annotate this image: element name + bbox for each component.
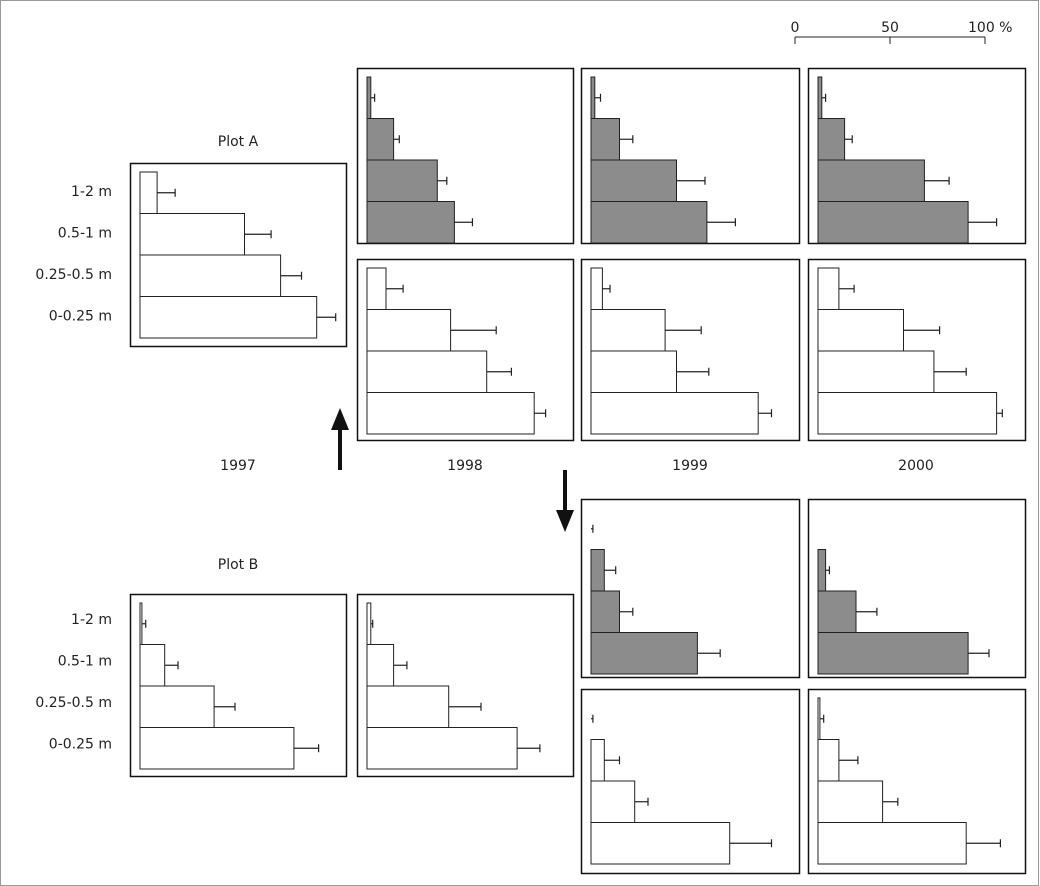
bar xyxy=(817,780,884,823)
bar xyxy=(817,201,969,244)
bar xyxy=(590,632,698,675)
bar xyxy=(366,392,535,435)
plot-label: Plot A xyxy=(218,134,259,150)
bar xyxy=(139,171,158,214)
row-label: 0.5-1 m xyxy=(58,226,112,242)
panel xyxy=(129,593,348,778)
row-label: 1-2 m xyxy=(71,612,112,628)
bar xyxy=(590,118,620,161)
bar xyxy=(590,159,677,202)
bar xyxy=(139,644,166,687)
panel xyxy=(580,688,801,875)
row-label: 0-0.25 m xyxy=(49,309,112,325)
row-label: 0.25-0.5 m xyxy=(35,267,112,283)
scale-tick-label: 50 xyxy=(881,20,899,36)
bar xyxy=(817,309,904,352)
bar xyxy=(590,739,605,782)
bar xyxy=(139,254,282,297)
bar xyxy=(817,822,967,865)
panel xyxy=(807,688,1027,875)
bar xyxy=(590,780,636,823)
year-label: 1998 xyxy=(447,458,483,474)
bar xyxy=(590,392,759,435)
bar xyxy=(590,309,666,352)
bar xyxy=(366,201,455,244)
row-label: 1-2 m xyxy=(71,184,112,200)
bar xyxy=(817,392,998,435)
plot-label: Plot B xyxy=(218,557,258,573)
bar xyxy=(817,350,935,393)
bar xyxy=(366,685,450,728)
scale-tick-label: 0 xyxy=(791,20,800,36)
bar xyxy=(817,76,823,119)
bar xyxy=(590,267,603,310)
bar xyxy=(817,118,846,161)
panel xyxy=(580,498,801,679)
panel xyxy=(807,258,1027,442)
bar xyxy=(590,201,708,244)
bar xyxy=(590,350,677,393)
bar xyxy=(139,685,215,728)
panel xyxy=(356,258,575,442)
panel xyxy=(356,67,575,245)
bar xyxy=(366,602,372,645)
panel xyxy=(129,162,348,348)
bar xyxy=(590,549,605,592)
bar xyxy=(366,350,488,393)
row-label: 0-0.25 m xyxy=(49,737,112,753)
bar xyxy=(139,727,295,770)
bar xyxy=(366,76,372,119)
bar xyxy=(817,697,821,740)
row-label: 0.5-1 m xyxy=(58,654,112,670)
bar xyxy=(817,632,969,675)
bar xyxy=(139,602,143,645)
year-label: 2000 xyxy=(898,458,934,474)
bar xyxy=(817,267,840,310)
scale-tick-label: 100 % xyxy=(968,20,1012,36)
panel xyxy=(356,593,575,778)
bar xyxy=(366,727,518,770)
bar xyxy=(590,822,731,865)
bar xyxy=(366,644,395,687)
bar xyxy=(366,118,395,161)
bar xyxy=(590,590,620,633)
bar xyxy=(139,213,245,256)
row-label: 0.25-0.5 m xyxy=(35,695,112,711)
year-label: 1997 xyxy=(220,458,256,474)
arrow-up xyxy=(331,408,349,470)
bar xyxy=(817,549,827,592)
bar xyxy=(817,159,925,202)
bar xyxy=(590,76,596,119)
bar xyxy=(817,590,857,633)
bar xyxy=(366,159,438,202)
arrow-down xyxy=(556,470,574,532)
bar xyxy=(139,296,318,339)
bar xyxy=(817,739,840,782)
panel xyxy=(580,258,801,442)
panel xyxy=(807,498,1027,679)
year-label: 1999 xyxy=(672,458,708,474)
bar xyxy=(366,267,387,310)
bar xyxy=(366,309,452,352)
